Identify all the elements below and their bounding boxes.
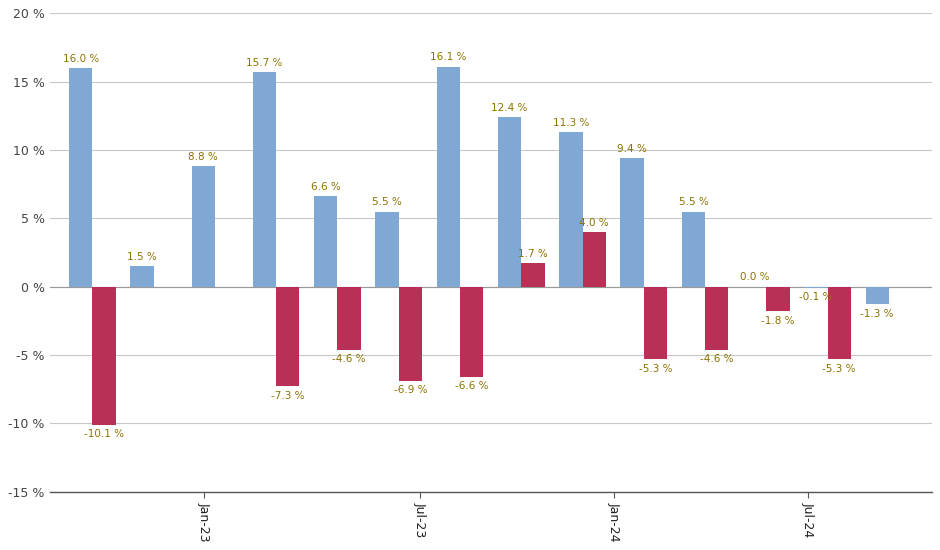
Bar <box>498 117 522 287</box>
Bar <box>827 287 851 359</box>
Text: 1.7 %: 1.7 % <box>518 249 548 259</box>
Bar <box>805 287 827 288</box>
Text: 9.4 %: 9.4 % <box>618 144 647 154</box>
Text: -7.3 %: -7.3 % <box>271 391 305 401</box>
Text: -5.3 %: -5.3 % <box>638 364 672 373</box>
Text: -5.3 %: -5.3 % <box>822 364 856 373</box>
Bar <box>766 287 790 311</box>
Text: -1.3 %: -1.3 % <box>860 309 894 319</box>
Bar <box>375 212 399 287</box>
Text: 12.4 %: 12.4 % <box>492 103 527 113</box>
Text: -0.1 %: -0.1 % <box>799 293 833 303</box>
Bar <box>399 287 422 381</box>
Text: -1.8 %: -1.8 % <box>761 316 794 326</box>
Text: 6.6 %: 6.6 % <box>311 182 340 192</box>
Text: 11.3 %: 11.3 % <box>553 118 589 128</box>
Bar <box>705 287 728 350</box>
Bar <box>460 287 483 377</box>
Bar <box>337 287 361 350</box>
Bar <box>276 287 300 387</box>
Bar <box>92 287 116 425</box>
Text: 16.1 %: 16.1 % <box>431 52 466 62</box>
Text: 5.5 %: 5.5 % <box>679 197 708 207</box>
Text: -4.6 %: -4.6 % <box>333 354 366 364</box>
Bar <box>559 132 583 287</box>
Text: 8.8 %: 8.8 % <box>188 152 218 162</box>
Bar <box>583 232 605 287</box>
Text: 1.5 %: 1.5 % <box>127 252 157 262</box>
Text: 15.7 %: 15.7 % <box>246 58 283 68</box>
Bar <box>644 287 667 359</box>
Bar <box>131 266 154 287</box>
Text: 5.5 %: 5.5 % <box>372 197 402 207</box>
Text: 4.0 %: 4.0 % <box>579 218 609 228</box>
Text: -6.9 %: -6.9 % <box>394 386 427 395</box>
Bar <box>253 72 276 287</box>
Bar <box>70 68 92 287</box>
Bar <box>314 196 337 287</box>
Text: -4.6 %: -4.6 % <box>700 354 733 364</box>
Bar <box>192 167 215 287</box>
Text: -6.6 %: -6.6 % <box>455 381 489 391</box>
Bar <box>866 287 889 305</box>
Bar <box>437 67 460 287</box>
Text: 16.0 %: 16.0 % <box>63 54 99 64</box>
Bar <box>682 212 705 287</box>
Bar <box>620 158 644 287</box>
Text: -10.1 %: -10.1 % <box>84 429 124 439</box>
Text: 0.0 %: 0.0 % <box>740 272 769 282</box>
Bar <box>522 263 544 287</box>
